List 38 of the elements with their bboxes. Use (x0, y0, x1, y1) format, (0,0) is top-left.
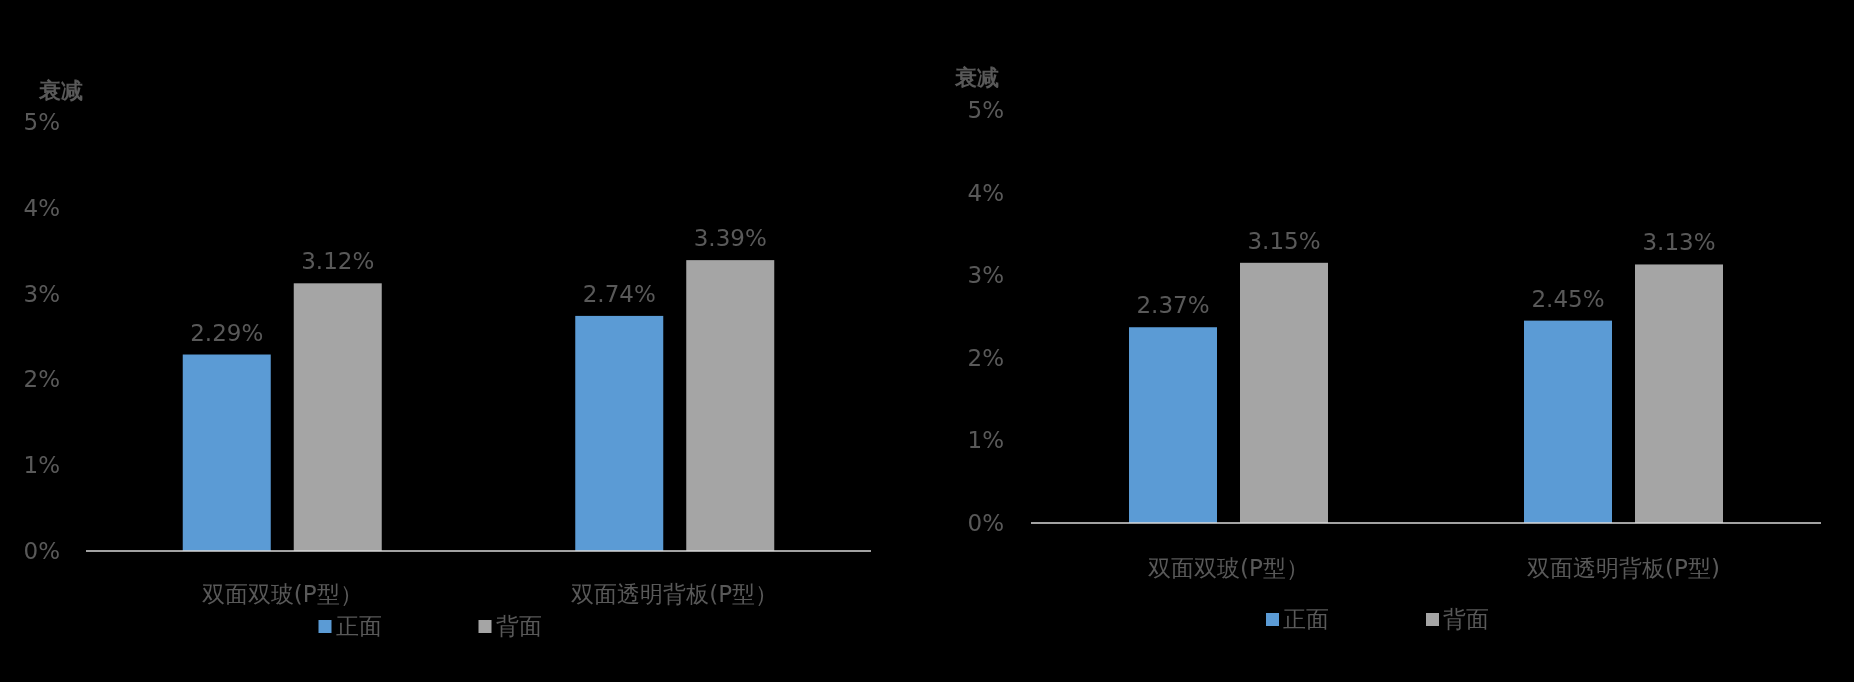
legend-label: 正面 (335, 613, 382, 639)
bar (182, 354, 271, 551)
x-tick-label: 双面透明背板(P型) (1527, 555, 1720, 581)
data-label: 3.15% (1247, 227, 1321, 254)
bar (1635, 264, 1723, 523)
data-label: 3.12% (301, 248, 375, 275)
y-tick-label: 2% (967, 344, 1004, 371)
y-tick-label: 0% (967, 510, 1004, 536)
y-tick-label: 3% (23, 280, 60, 307)
bar (1524, 320, 1612, 523)
y-tick-label: 3% (967, 262, 1004, 289)
y-tick-label: 1% (967, 427, 1004, 454)
y-tick-label: 2% (23, 366, 60, 393)
bar (293, 283, 382, 551)
data-label: 2.37% (1136, 292, 1210, 319)
data-label: 2.29% (190, 319, 264, 346)
y-tick-label: 1% (23, 452, 60, 479)
data-label: 3.13% (1642, 229, 1716, 256)
y-tick-label: 4% (967, 179, 1004, 206)
bar (1240, 262, 1328, 523)
legend-label: 背面 (495, 613, 542, 639)
y-tick-label: 5% (967, 97, 1004, 123)
data-label: 2.74% (582, 280, 656, 307)
bar (686, 260, 775, 551)
legend-label: 正面 (1283, 606, 1329, 632)
x-tick-label: 双面透明背板(P型） (571, 581, 779, 607)
y-tick-label: 0% (23, 538, 60, 564)
bar (1129, 327, 1217, 523)
data-label: 3.39% (693, 225, 767, 252)
x-tick-label: 双面双玻(P型） (1148, 555, 1309, 581)
bar (575, 315, 664, 551)
y-tick-label: 5% (23, 109, 60, 135)
data-label: 2.45% (1531, 285, 1605, 312)
y-axis-title: 衰减 (38, 78, 83, 103)
x-tick-label: 双面双玻(P型） (201, 581, 363, 607)
legend-label: 背面 (1443, 606, 1489, 632)
y-axis-title: 衰减 (954, 65, 999, 90)
y-tick-label: 4% (23, 194, 60, 221)
